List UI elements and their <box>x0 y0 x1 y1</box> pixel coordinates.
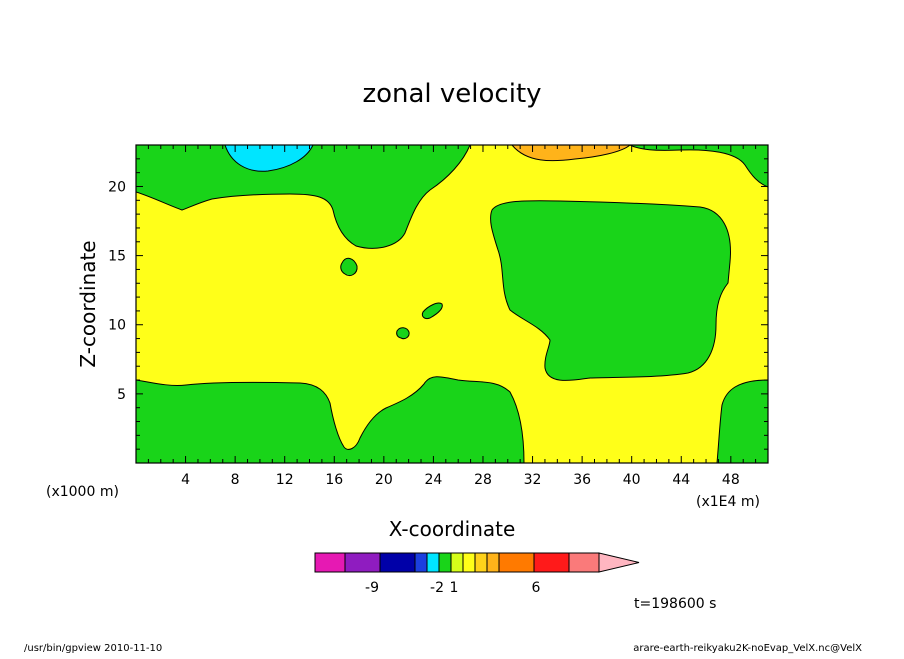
region-green-top <box>136 145 471 249</box>
x-tick-label: 4 <box>181 472 190 488</box>
x-tick-label: 20 <box>375 472 393 488</box>
plot-area <box>135 144 769 464</box>
colorbar-tick-label: 6 <box>532 580 541 596</box>
colorbar-cell <box>414 552 428 573</box>
colorbar-cell <box>314 552 346 573</box>
colorbar-tick-label: -9 <box>365 580 379 596</box>
colorbar-cell <box>533 552 570 573</box>
y-axis-label: Z-coordinate <box>76 240 100 367</box>
region-green-bottom <box>136 376 525 463</box>
x-tick-label: 12 <box>276 472 294 488</box>
y-tick-label: 5 <box>117 387 126 403</box>
colorbar-tick-labels: -9 -2 1 6 <box>365 580 541 596</box>
colorbar-cell <box>486 552 500 573</box>
x-tick-label: 24 <box>424 472 442 488</box>
region-green-islet-1 <box>340 257 358 277</box>
y-unit-label: (x1000 m) <box>46 484 119 500</box>
region-green-topright <box>629 145 768 188</box>
tick-marks <box>135 144 769 464</box>
x-tick-label: 44 <box>672 472 690 488</box>
x-tick-label: 32 <box>524 472 542 488</box>
colorbar-tick-label: -2 <box>430 580 444 596</box>
x-tick-labels: 4 8 12 16 20 24 28 32 36 40 44 48 <box>181 472 740 488</box>
y-tick-labels: 5 10 15 20 <box>108 179 126 402</box>
colorbar <box>314 552 640 573</box>
region-green-islet-3 <box>396 327 410 340</box>
x-tick-label: 40 <box>623 472 641 488</box>
chart-title: zonal velocity <box>362 79 541 109</box>
region-green-bottomright <box>716 379 768 463</box>
colorbar-cell <box>379 552 416 573</box>
y-tick-label: 15 <box>108 249 126 265</box>
y-tick-label: 20 <box>108 179 126 195</box>
x-tick-label: 36 <box>573 472 591 488</box>
colorbar-cell <box>426 552 440 573</box>
footer-right: arare-earth-reikyaku2K-noEvap_VelX.nc@Ve… <box>633 643 862 654</box>
region-green-islet-2 <box>421 302 443 319</box>
colorbar-cell <box>462 552 476 573</box>
time-label: t=198600 s <box>634 596 716 612</box>
region-orange-top <box>511 145 631 162</box>
colorbar-tick-label: 1 <box>450 580 459 596</box>
region-green-right <box>490 200 731 381</box>
plot-frame <box>135 144 769 464</box>
x-tick-label: 28 <box>474 472 492 488</box>
colorbar-cell <box>568 552 600 573</box>
region-cyan-top <box>224 145 314 172</box>
x-tick-label: 8 <box>231 472 240 488</box>
colorbar-cell <box>474 552 488 573</box>
x-tick-label: 16 <box>325 472 343 488</box>
x-unit-label: (x1E4 m) <box>696 494 760 510</box>
colorbar-cell <box>438 552 452 573</box>
colorbar-cell <box>450 552 464 573</box>
colorbar-cell <box>498 552 535 573</box>
colorbar-cell <box>344 552 381 573</box>
footer-left: /usr/bin/gpview 2010-11-10 <box>24 643 162 654</box>
colorbar-extend-triangle <box>598 552 640 573</box>
x-axis-label: X-coordinate <box>389 517 516 541</box>
x-tick-label: 48 <box>722 472 740 488</box>
y-tick-label: 10 <box>108 318 126 334</box>
